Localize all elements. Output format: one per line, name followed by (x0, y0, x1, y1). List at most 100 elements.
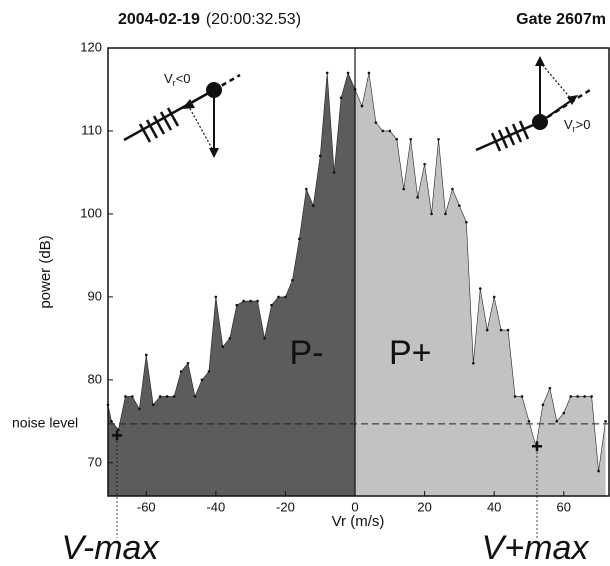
data-point (235, 303, 239, 307)
data-point (249, 299, 252, 303)
data-point (346, 71, 350, 75)
icon-label-sub: r (573, 124, 576, 134)
x-axis-label: Vr (m/s) (332, 513, 385, 530)
data-point (499, 328, 503, 332)
data-point (339, 96, 343, 100)
icon-label-sub: r (173, 78, 176, 88)
radar-icon-left (123, 73, 241, 158)
plot-frame (107, 47, 610, 497)
data-point (590, 395, 593, 398)
x-tick-label: -60 (137, 499, 156, 514)
title-time: (20:00:32.53) (206, 11, 301, 28)
data-point (242, 299, 245, 303)
data-point (576, 395, 579, 398)
data-point (395, 137, 399, 141)
data-point (193, 395, 197, 398)
data-point (298, 237, 301, 241)
y-tick-label: 110 (81, 122, 102, 137)
region-label: P+ (389, 334, 432, 372)
data-point (437, 137, 440, 141)
data-point (270, 303, 273, 307)
data-point (409, 137, 412, 141)
data-point (158, 395, 162, 398)
data-point (562, 411, 566, 415)
data-point (492, 295, 496, 299)
data-point (430, 212, 433, 216)
data-point (604, 420, 607, 423)
data-point (597, 469, 600, 473)
data-point (444, 212, 447, 216)
data-point (485, 328, 489, 332)
data-point (207, 370, 211, 373)
data-point (325, 71, 329, 75)
data-point (172, 395, 176, 398)
noise-label: noise level (12, 415, 78, 431)
data-point (416, 196, 419, 199)
plot-area: P- P+ (106, 48, 609, 496)
data-point (423, 162, 426, 166)
data-point (277, 295, 280, 299)
title-date: 2004-02-19 (118, 11, 200, 28)
data-point (291, 278, 294, 282)
region-label: P- (290, 334, 324, 372)
x-tick-label: -20 (276, 499, 295, 514)
marker-label: V-max (62, 529, 160, 566)
data-point (186, 361, 190, 365)
data-point (179, 370, 183, 373)
y-axis-label: power (dB) (37, 235, 54, 308)
data-point (110, 420, 113, 423)
icon-label-rest: <0 (176, 71, 191, 86)
icon-label-rest: >0 (576, 117, 591, 132)
area (355, 72, 606, 496)
y-tick-label: 120 (80, 39, 102, 54)
icon-label: Vr>0 (564, 117, 591, 134)
data-point (284, 295, 287, 299)
title-gate: Gate 2607m (516, 11, 606, 28)
data-point (527, 420, 531, 423)
data-point (478, 287, 482, 290)
data-point (221, 345, 225, 348)
data-point (458, 204, 461, 207)
data-point (360, 104, 364, 108)
data-point (165, 395, 169, 398)
y-tick-label: 100 (80, 205, 102, 220)
data-point (465, 220, 468, 224)
x-tick-label: 0 (351, 499, 358, 514)
data-point (374, 121, 378, 124)
data-point (451, 187, 454, 191)
data-point (228, 337, 232, 340)
data-point (305, 187, 308, 191)
radar-icon-right (475, 56, 591, 152)
data-point (311, 204, 315, 207)
x-tick-label: 60 (557, 499, 571, 514)
data-point (367, 71, 371, 75)
data-point (548, 386, 552, 390)
marker-label: V+max (482, 529, 590, 566)
data-point (138, 407, 141, 411)
x-tick-label: 40 (487, 499, 501, 514)
icon-label-base: V (164, 71, 173, 86)
marker-cross (112, 430, 123, 441)
icon-label: Vr<0 (164, 71, 191, 88)
data-point (381, 129, 385, 133)
y-tick-label: 80 (88, 371, 102, 386)
y-tick-label: 70 (88, 454, 102, 469)
marker-cross (531, 441, 542, 452)
data-point (332, 171, 336, 174)
data-point (388, 129, 392, 133)
chart-title: 2004-02-19 (20:00:32.53) (118, 11, 301, 28)
x-tick-label: -40 (206, 499, 225, 514)
y-tick-label: 90 (88, 288, 102, 303)
data-point (144, 353, 148, 357)
data-point (555, 420, 559, 423)
x-tick-label: 20 (417, 499, 431, 514)
data-point (263, 337, 266, 340)
data-point (318, 154, 322, 158)
data-point (402, 187, 406, 191)
data-point (513, 395, 517, 398)
data-point (131, 395, 134, 398)
data-point (541, 403, 545, 407)
data-point (520, 395, 524, 398)
area (108, 72, 356, 496)
